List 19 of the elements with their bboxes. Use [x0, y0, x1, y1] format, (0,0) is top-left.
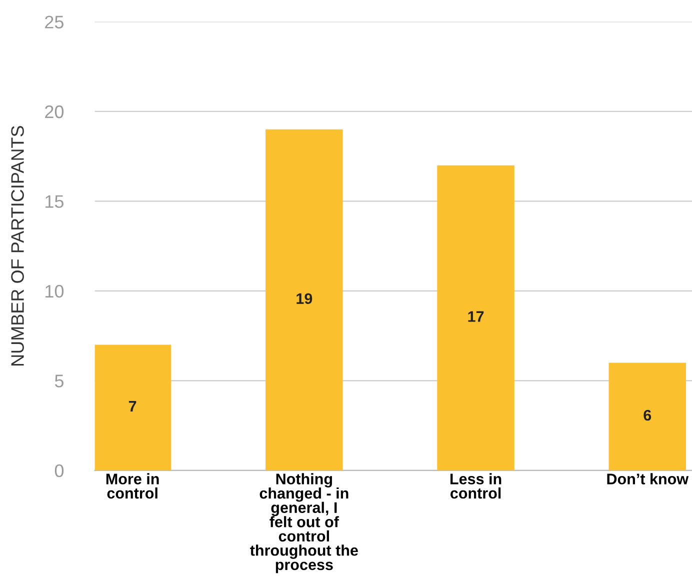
x-tick-label: Less in control	[450, 473, 502, 499]
y-tick-label: 10	[46, 284, 64, 298]
y-tick-label: 5	[54, 374, 64, 388]
data-label: 17	[468, 311, 484, 322]
y-tick-label: 15	[46, 195, 64, 208]
data-label: 19	[296, 293, 312, 304]
bar	[266, 129, 343, 470]
bar	[608, 362, 686, 470]
data-label: 7	[128, 401, 136, 412]
y-tick-label: 20	[45, 105, 64, 118]
x-tick-label: Nothing changed - in general, I felt out of control throughout the process	[250, 473, 358, 574]
y-axis-title: NUMBER OF PARTICIPANTS	[11, 126, 24, 366]
x-tick-label: More in control	[106, 473, 159, 499]
y-tick-label: 25	[45, 16, 64, 28]
bar	[94, 344, 172, 470]
data-label: 6	[644, 410, 652, 421]
bar	[437, 165, 514, 470]
y-tick-label: 0	[54, 464, 64, 478]
x-tick-label: Don’t know	[607, 473, 689, 484]
